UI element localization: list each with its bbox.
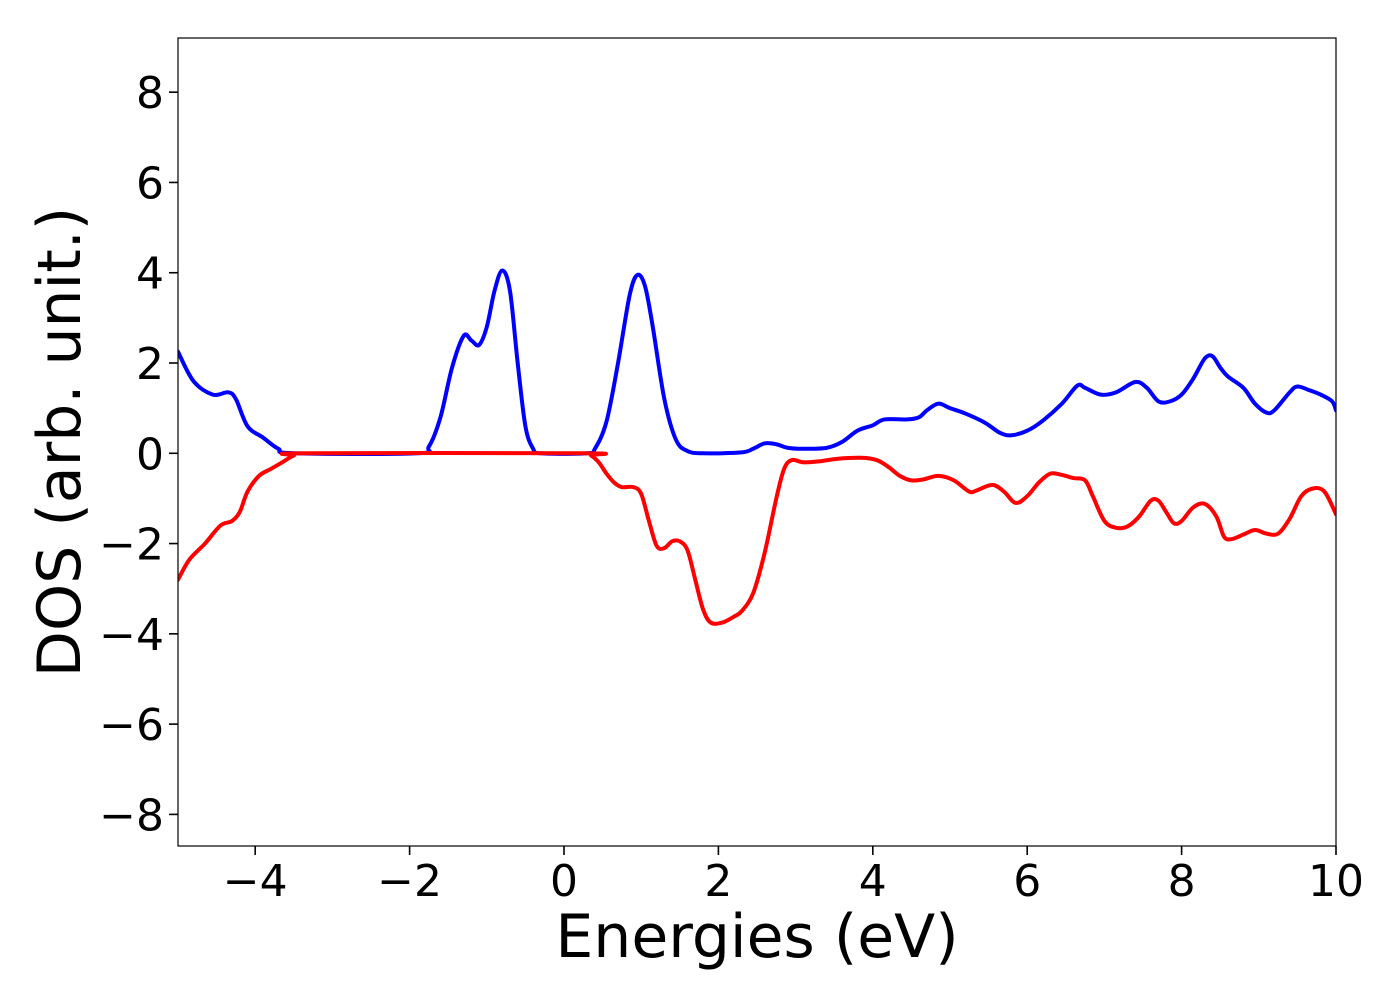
x-tick-label: 2 (704, 856, 732, 907)
y-tick-label: −6 (99, 700, 164, 751)
y-tick-label: 0 (136, 429, 164, 480)
x-tick-label: 8 (1168, 856, 1196, 907)
x-axis-ticks: −4 −2 0 2 4 6 8 10 (223, 846, 1364, 907)
x-tick-label: 4 (859, 856, 887, 907)
x-axis-label: Energies (eV) (555, 902, 958, 972)
y-tick-label: −2 (99, 520, 164, 571)
x-tick-label: 10 (1308, 856, 1364, 907)
x-tick-label: 6 (1013, 856, 1041, 907)
y-tick-label: 4 (136, 249, 164, 300)
y-tick-label: 2 (136, 339, 164, 390)
series-line-red (178, 451, 1336, 626)
x-tick-label: 0 (550, 856, 578, 907)
y-axis-ticks: 8 6 4 2 0 −2 −4 −6 −8 (99, 68, 178, 841)
y-tick-label: −8 (99, 790, 164, 841)
x-tick-label: −4 (223, 856, 288, 907)
y-tick-label: 8 (136, 68, 164, 119)
plot-series (178, 268, 1336, 626)
y-axis-label: DOS (arb. unit.) (25, 207, 95, 677)
series-line-blue (178, 268, 1336, 456)
x-tick-label: −2 (377, 856, 442, 907)
plot-frame (177, 37, 1337, 847)
y-tick-label: 6 (136, 158, 164, 209)
y-tick-label: −4 (99, 610, 164, 661)
